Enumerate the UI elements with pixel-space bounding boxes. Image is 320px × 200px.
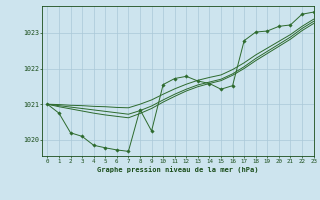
X-axis label: Graphe pression niveau de la mer (hPa): Graphe pression niveau de la mer (hPa) xyxy=(97,166,258,173)
